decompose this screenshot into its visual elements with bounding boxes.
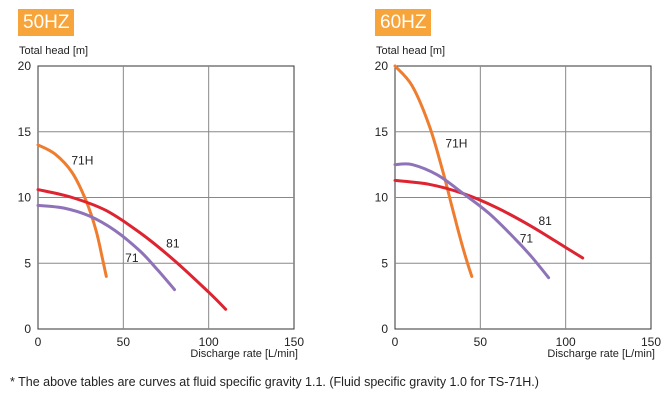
chart-50hz-y-tick-label: 0 bbox=[24, 322, 31, 336]
chart-50hz-x-tick-label: 0 bbox=[35, 335, 42, 349]
chart-60hz-x-tick-label: 0 bbox=[392, 335, 399, 349]
chart-60hz-curve-label-81: 81 bbox=[539, 214, 553, 228]
chart-50hz-y-axis-label: Total head [m] bbox=[19, 45, 88, 57]
chart-60hz-x-axis-label: Discharge rate [L/min] bbox=[547, 348, 655, 360]
chart-50hz-series-71h-line bbox=[36, 143, 108, 278]
chart-50hz-x-tick-label: 50 bbox=[117, 335, 131, 349]
chart-50hz-y-tick-label: 10 bbox=[18, 191, 32, 205]
chart-50hz-curve-label-81: 81 bbox=[166, 237, 180, 251]
chart-50hz-curve-label-71h: 71H bbox=[71, 154, 93, 168]
chart-60hz-y-tick-label: 15 bbox=[375, 125, 389, 139]
chart-60hz-series-81-line bbox=[393, 178, 585, 260]
chart-50hz-x-tick-label: 150 bbox=[284, 335, 304, 349]
chart-60hz-curve-label-71h: 71H bbox=[445, 137, 467, 151]
chart-60hz-series-71-line bbox=[393, 162, 551, 280]
chart-60hz-y-tick-label: 20 bbox=[375, 59, 389, 73]
chart-50hz-y-tick-label: 20 bbox=[18, 59, 32, 73]
chart-50hz-series-81-line bbox=[36, 188, 228, 311]
chart-60hz-x-tick-label: 150 bbox=[641, 335, 661, 349]
chart-60hz-y-axis-label: Total head [m] bbox=[376, 45, 445, 57]
chart-50hz-x-tick-label: 100 bbox=[199, 335, 219, 349]
chart-60hz-y-tick-label: 5 bbox=[381, 256, 388, 270]
chart-50hz-y-tick-label: 15 bbox=[18, 125, 32, 139]
footnote: * The above tables are curves at fluid s… bbox=[10, 375, 539, 389]
chart-60hz-y-tick-label: 0 bbox=[381, 322, 388, 336]
chart-60hz-x-tick-label: 100 bbox=[556, 335, 576, 349]
chart-50hz-title-badge: 50HZ bbox=[18, 9, 75, 36]
chart-50hz-x-axis-label: Discharge rate [L/min] bbox=[190, 348, 298, 360]
chart-60hz-title-badge: 60HZ bbox=[375, 9, 432, 36]
chart-60hz-y-tick-label: 10 bbox=[375, 191, 389, 205]
chart-60hz-x-tick-label: 50 bbox=[474, 335, 488, 349]
chart-50hz-y-tick-label: 5 bbox=[24, 256, 31, 270]
chart-50hz-curve-label-71: 71 bbox=[125, 251, 139, 265]
chart-60hz-curve-label-71: 71 bbox=[520, 231, 534, 245]
chart-50hz-series-71-line bbox=[36, 203, 176, 292]
